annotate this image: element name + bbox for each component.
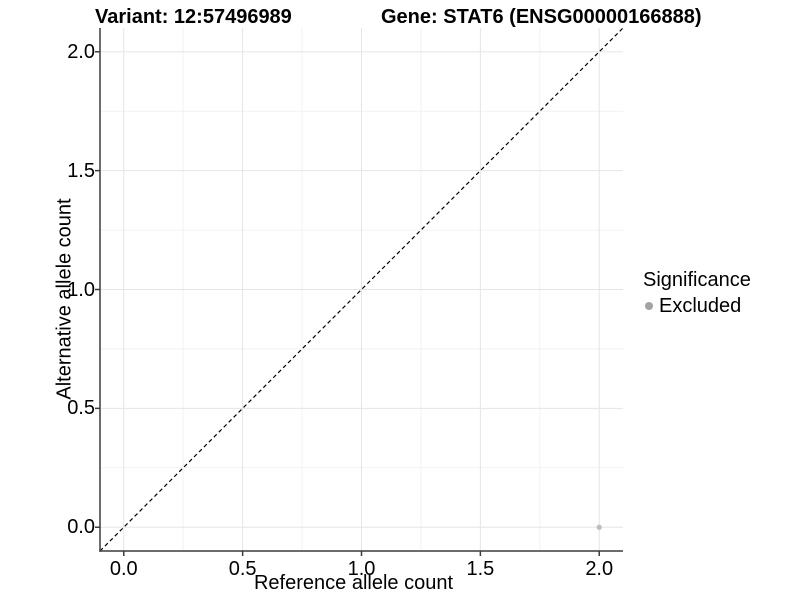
y-tick-label: 0.0 <box>67 516 95 539</box>
y-tick-label: 1.0 <box>67 278 95 301</box>
y-tick-label: 2.0 <box>67 40 95 63</box>
x-tick-label: 1.0 <box>347 558 376 580</box>
identity-reference-line <box>99 27 624 552</box>
x-tick-label: 2.0 <box>585 558 614 580</box>
variant-title: Variant: 12:57496989 <box>95 6 292 28</box>
legend-item-excluded: Excluded <box>643 294 751 318</box>
data-point <box>596 524 602 530</box>
x-axis-title: Reference allele count <box>253 572 453 594</box>
legend-title: Significance <box>643 269 751 291</box>
gene-title: Gene: STAT6 (ENSG00000166888) <box>381 6 702 28</box>
legend-point-icon <box>645 302 653 310</box>
x-tick-label: 1.5 <box>466 558 495 580</box>
y-tick-label: 1.5 <box>67 159 95 182</box>
legend: Significance Excluded <box>643 268 751 318</box>
y-tick-label: 0.5 <box>67 397 95 420</box>
x-tick-label: 0.5 <box>228 558 257 580</box>
legend-item-label: Excluded <box>659 295 742 317</box>
x-tick-label: 0.0 <box>109 558 138 580</box>
